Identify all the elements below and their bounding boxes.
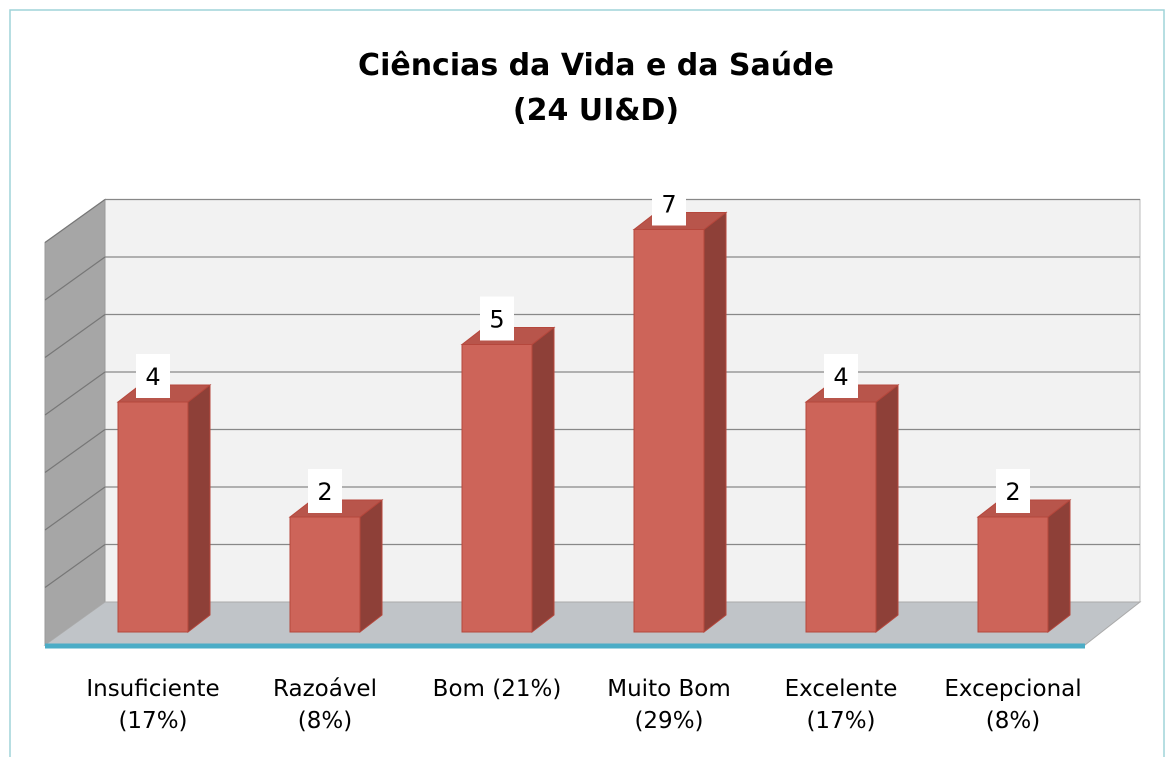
bar-face xyxy=(805,401,877,633)
value-label-box xyxy=(480,296,514,341)
bar xyxy=(632,211,728,634)
grid-line-side xyxy=(44,314,106,358)
bar-face xyxy=(359,498,383,634)
value-label-box xyxy=(996,469,1030,513)
bar xyxy=(460,326,556,634)
bar-face xyxy=(1047,498,1071,634)
value-label: 2 xyxy=(317,478,332,506)
chart-subtitle: (24 UI&D) xyxy=(513,93,679,128)
bar xyxy=(116,383,212,634)
bar-face xyxy=(117,401,189,633)
grid-line-side xyxy=(44,256,106,301)
grid-line-side xyxy=(44,371,106,416)
value-label: 7 xyxy=(661,191,676,219)
x-tick-label: Excepcional (8%) xyxy=(944,676,1082,734)
bar-face xyxy=(633,229,705,633)
value-label-box xyxy=(652,181,686,226)
grid-line-side xyxy=(44,429,106,473)
value-label-box xyxy=(824,354,858,398)
grid-line-side xyxy=(44,199,106,243)
x-tick-label: Razoável (8%) xyxy=(273,676,377,734)
chart-border xyxy=(9,9,1165,757)
bar xyxy=(804,383,900,634)
bar-face xyxy=(703,211,727,634)
value-label-box xyxy=(308,469,342,513)
grid-line-side xyxy=(44,486,106,531)
side-wall xyxy=(44,198,106,646)
x-tick-label: Muito Bom (29%) xyxy=(607,676,731,734)
bar-face xyxy=(875,383,899,634)
bar-face xyxy=(187,383,211,634)
value-label: 5 xyxy=(489,306,504,334)
x-tick-label: Insuficiente (17%) xyxy=(86,676,220,734)
x-tick-label: Bom (21%) xyxy=(432,676,562,702)
value-label-box xyxy=(136,354,170,398)
bar-face xyxy=(977,516,1049,633)
x-tick-label: Excelente (17%) xyxy=(784,676,898,734)
bar xyxy=(976,498,1072,634)
bar xyxy=(288,498,384,634)
chart-title: Ciências da Vida e da Saúde xyxy=(358,48,834,83)
value-label: 4 xyxy=(833,363,848,391)
bar-face xyxy=(289,516,361,633)
value-label: 2 xyxy=(1005,478,1020,506)
bar-face xyxy=(531,326,555,634)
bar-face xyxy=(461,344,533,633)
grid-line-side xyxy=(44,544,106,588)
value-label: 4 xyxy=(145,363,160,391)
